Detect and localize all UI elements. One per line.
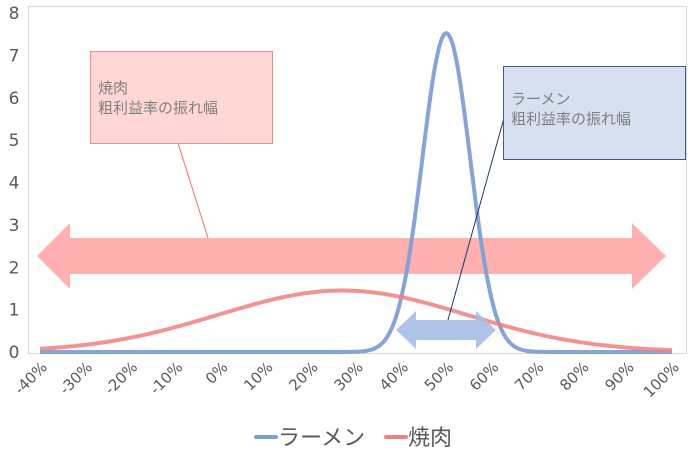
x-tick-label: -30% [56,358,96,398]
legend-label-yakiniku: 焼肉 [408,426,452,451]
y-tick-label: 6 [9,89,20,109]
yakiniku-callout: 焼肉 粗利益率の振れ幅 [90,51,273,144]
y-tick-label: 1 [9,301,20,321]
x-tick-label: -10% [146,358,186,398]
x-tick-label: 50% [421,358,457,394]
x-tick-label: -20% [101,358,141,398]
y-tick-label: 0 [9,343,20,363]
x-tick-label: 80% [556,358,592,394]
yakiniku-range-arrow [37,223,666,289]
y-tick-label: 4 [9,174,20,194]
x-tick-label: 30% [331,358,367,394]
y-tick-label: 7 [9,46,20,66]
x-tick-label: 100% [640,358,683,401]
ramen-callout-leader [447,117,505,321]
legend-label-ramen: ラーメン [278,426,365,451]
x-axis: -40% -30% -20% -10% 0% 10% 20% 30% 40% 50% 60% 70% 8… [11,358,683,401]
x-tick-label: 60% [466,358,502,394]
yakiniku-callout-subtitle: 粗利益率の振れ幅 [98,99,218,117]
yakiniku-callout-title: 焼肉 [98,79,128,97]
legend: ラーメン 焼肉 [254,426,452,451]
ramen-callout-title: ラーメン [511,90,570,108]
x-tick-label: 20% [285,358,321,394]
yakiniku-callout-leader [177,142,209,239]
x-tick-label: 70% [511,358,547,394]
ramen-range-arrow [396,311,496,349]
y-axis: 0 1 2 3 4 5 6 7 8 [9,4,20,363]
x-tick-label: 90% [601,358,637,394]
y-tick-label: 2 [9,258,20,278]
ramen-callout: ラーメン 粗利益率の振れ幅 [503,66,686,160]
x-tick-label: 40% [376,358,412,394]
ramen-callout-subtitle: 粗利益率の振れ幅 [511,110,631,128]
yakiniku-series-line [39,288,673,353]
y-tick-label: 5 [9,131,20,151]
x-tick-label: -40% [11,358,51,398]
y-tick-label: 3 [9,216,20,236]
x-tick-label: 10% [240,358,276,394]
x-tick-label: 0% [202,358,232,388]
ramen-series-line [40,31,672,354]
y-tick-label: 8 [9,4,20,24]
